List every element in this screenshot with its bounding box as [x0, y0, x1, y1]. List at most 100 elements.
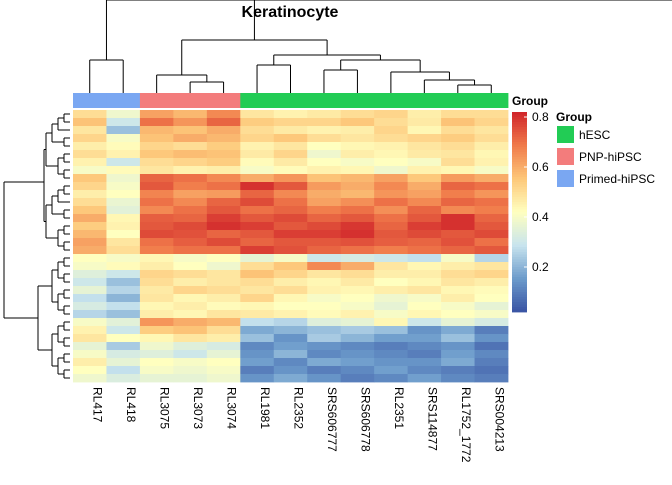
colorbar-tick-label: 0.2: [532, 260, 549, 274]
heatmap-cell: [206, 246, 241, 255]
heatmap-cell: [441, 214, 475, 223]
heatmap-cell: [441, 142, 475, 151]
heatmap-cell: [374, 278, 409, 287]
heatmap-cell: [139, 262, 174, 271]
heatmap-cell: [173, 342, 208, 351]
heatmap-cell: [240, 182, 275, 191]
heatmap-cell: [106, 286, 141, 295]
heatmap-cell: [474, 142, 509, 151]
heatmap-cell: [340, 358, 375, 367]
heatmap-cell: [474, 334, 509, 343]
colorbar-segment: [512, 169, 527, 173]
heatmap-cell: [307, 254, 342, 263]
colorbar-segment: [512, 207, 527, 210]
colorbar-segment: [512, 197, 527, 200]
heatmap-cell: [206, 166, 241, 175]
heatmap-cell: [374, 126, 409, 135]
heatmap-cell: [374, 334, 409, 343]
heatmap-cell: [407, 334, 442, 343]
heatmap-cell: [340, 158, 375, 167]
colorbar-segment: [512, 154, 527, 158]
heatmap-cell: [206, 222, 241, 231]
heatmap-cell: [73, 110, 107, 119]
colorbar-segment: [512, 112, 527, 115]
heatmap-cell: [273, 238, 308, 247]
heatmap-cell: [173, 150, 208, 159]
heatmap-cell: [307, 126, 342, 135]
heatmap-cell: [139, 166, 174, 175]
heatmap-cell: [73, 198, 107, 207]
heatmap-cell: [240, 246, 275, 255]
heatmap-cell: [441, 270, 475, 279]
heatmap-cell: [407, 318, 442, 327]
heatmap-cell: [374, 270, 409, 279]
heatmap-cell: [240, 294, 275, 303]
heatmap-cell: [139, 310, 174, 319]
heatmap-cell: [73, 182, 107, 191]
heatmap-cell: [173, 214, 208, 223]
heatmap-cell: [73, 230, 107, 239]
heatmap-cell: [106, 318, 141, 327]
heatmap-cell: [173, 206, 208, 215]
colorbar-segment: [512, 214, 527, 218]
heatmap-cell: [340, 222, 375, 231]
heatmap-cell: [273, 134, 308, 143]
heatmap-cell: [240, 206, 275, 215]
heatmap-cell: [106, 246, 141, 255]
heatmap-cell: [307, 318, 342, 327]
heatmap-cell: [139, 294, 174, 303]
colorbar-segment: [512, 162, 527, 165]
heatmap-cell: [139, 342, 174, 351]
heatmap-cell: [307, 278, 342, 287]
heatmap-cell: [206, 310, 241, 319]
heatmap-cell: [374, 358, 409, 367]
group-annotation-cell: [240, 93, 275, 108]
heatmap-cell: [340, 374, 375, 383]
heatmap-cell: [374, 262, 409, 271]
heatmap-cell: [374, 198, 409, 207]
group-annotation-cell: [474, 93, 509, 108]
heatmap-cell: [307, 238, 342, 247]
colorbar-segment: [512, 217, 527, 220]
colorbar-segment: [512, 142, 527, 145]
heatmap-cell: [407, 246, 442, 255]
heatmap-cell: [73, 358, 107, 367]
heatmap-cells: [73, 110, 509, 383]
colorbar-segment: [512, 147, 527, 150]
row-dendrogram: [3, 113, 70, 379]
heatmap-cell: [340, 238, 375, 247]
heatmap-cell: [206, 190, 241, 199]
heatmap-cell: [474, 294, 509, 303]
heatmap-cell: [273, 222, 308, 231]
heatmap-cell: [106, 334, 141, 343]
heatmap-cell: [441, 334, 475, 343]
heatmap-cell: [441, 126, 475, 135]
heatmap-cell: [374, 294, 409, 303]
heatmap-cell: [474, 182, 509, 191]
heatmap-cell: [173, 174, 208, 183]
heatmap-cell: [441, 238, 475, 247]
heatmap-cell: [206, 254, 241, 263]
heatmap-cell: [173, 358, 208, 367]
colorbar-segment: [512, 192, 527, 195]
heatmap-cell: [340, 366, 375, 375]
heatmap-cell: [474, 366, 509, 375]
heatmap-cell: [273, 374, 308, 383]
heatmap-cell: [106, 366, 141, 375]
heatmap-cell: [73, 142, 107, 151]
heatmap-cell: [340, 174, 375, 183]
heatmap-cell: [173, 310, 208, 319]
group-annotation-cell: [206, 93, 241, 108]
colorbar-segment: [512, 117, 527, 120]
heatmap-cell: [374, 366, 409, 375]
heatmap-cell: [173, 158, 208, 167]
heatmap-cell: [474, 342, 509, 351]
heatmap-cell: [273, 310, 308, 319]
heatmap-cell: [474, 166, 509, 175]
heatmap-cell: [474, 358, 509, 367]
heatmap-cell: [441, 294, 475, 303]
heatmap-cell: [307, 190, 342, 199]
heatmap-cell: [273, 158, 308, 167]
heatmap-cell: [273, 230, 308, 239]
